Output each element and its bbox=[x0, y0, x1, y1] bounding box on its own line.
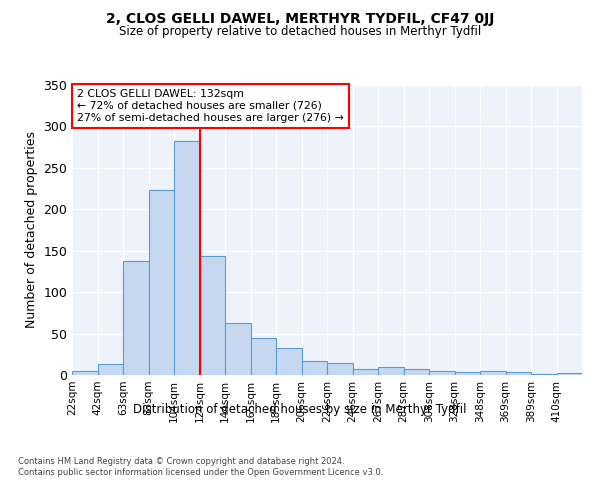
Y-axis label: Number of detached properties: Number of detached properties bbox=[25, 132, 38, 328]
Bar bbox=[174, 140, 199, 375]
Bar bbox=[429, 371, 455, 375]
Bar bbox=[557, 374, 582, 375]
Bar bbox=[327, 364, 353, 375]
Bar bbox=[505, 372, 531, 375]
Text: Contains HM Land Registry data © Crown copyright and database right 2024.
Contai: Contains HM Land Registry data © Crown c… bbox=[18, 458, 383, 477]
Bar bbox=[97, 364, 123, 375]
Bar bbox=[276, 348, 302, 375]
Bar bbox=[199, 256, 225, 375]
Bar bbox=[149, 190, 174, 375]
Text: Distribution of detached houses by size in Merthyr Tydfil: Distribution of detached houses by size … bbox=[133, 402, 467, 415]
Bar bbox=[72, 371, 97, 375]
Bar bbox=[225, 323, 251, 375]
Bar bbox=[531, 374, 557, 375]
Bar bbox=[455, 372, 480, 375]
Bar bbox=[302, 361, 327, 375]
Bar bbox=[480, 371, 505, 375]
Bar bbox=[353, 369, 378, 375]
Text: 2 CLOS GELLI DAWEL: 132sqm
← 72% of detached houses are smaller (726)
27% of sem: 2 CLOS GELLI DAWEL: 132sqm ← 72% of deta… bbox=[77, 90, 344, 122]
Text: Size of property relative to detached houses in Merthyr Tydfil: Size of property relative to detached ho… bbox=[119, 25, 481, 38]
Bar bbox=[251, 338, 276, 375]
Bar bbox=[404, 369, 429, 375]
Bar bbox=[378, 366, 404, 375]
Text: 2, CLOS GELLI DAWEL, MERTHYR TYDFIL, CF47 0JJ: 2, CLOS GELLI DAWEL, MERTHYR TYDFIL, CF4… bbox=[106, 12, 494, 26]
Bar bbox=[123, 262, 149, 375]
